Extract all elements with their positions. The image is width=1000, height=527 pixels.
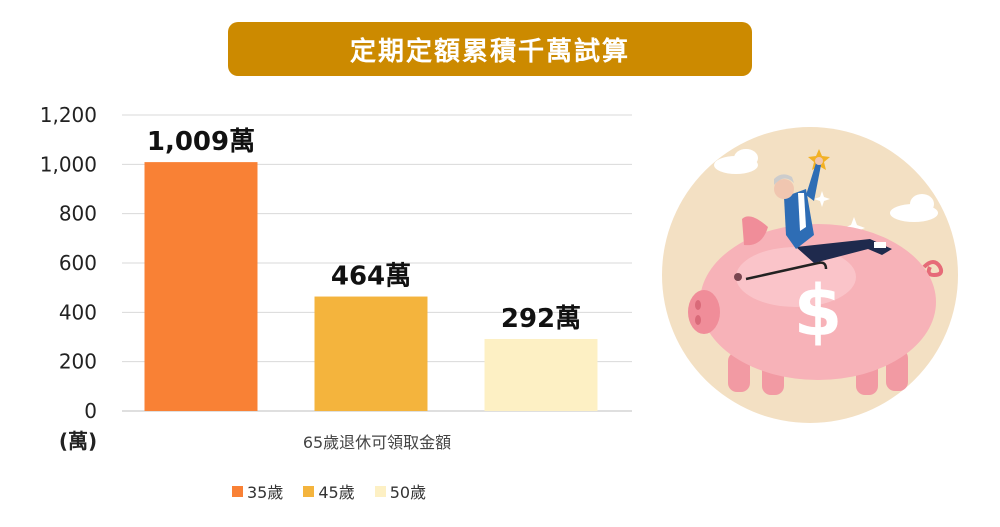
y-tick-label: 200 bbox=[59, 350, 97, 374]
chart-title-banner: 定期定額累積千萬試算 bbox=[228, 22, 752, 76]
y-tick-label: 1,000 bbox=[40, 152, 97, 176]
y-tick-label: 1,200 bbox=[40, 103, 97, 127]
piggy-bank-retirement-icon: $ bbox=[662, 127, 958, 423]
y-tick-label: 0 bbox=[84, 399, 97, 423]
pig-eye bbox=[734, 273, 742, 281]
cane bbox=[745, 261, 828, 281]
legend-label: 35歲 bbox=[247, 483, 284, 502]
cloud-icon bbox=[890, 194, 938, 222]
legend-swatch bbox=[303, 485, 315, 497]
pig-highlight bbox=[736, 247, 856, 307]
cloud-icon bbox=[714, 149, 758, 174]
pig-snout bbox=[688, 290, 720, 334]
x-axis-label: 65歲退休可領取金額 bbox=[303, 433, 451, 452]
bar bbox=[314, 296, 428, 411]
legend-item: 45歲 bbox=[303, 479, 355, 503]
retired-man-icon bbox=[774, 157, 892, 263]
dollar-icon: $ bbox=[794, 270, 843, 352]
legend-label: 50歲 bbox=[389, 483, 427, 502]
legend-swatch bbox=[374, 485, 386, 497]
data-label: 464萬 bbox=[331, 262, 411, 292]
y-tick-label: 600 bbox=[59, 251, 97, 275]
y-tick-label: 400 bbox=[59, 300, 97, 324]
legend-item: 35歲 bbox=[232, 479, 283, 503]
pig-tail bbox=[922, 260, 944, 278]
legend-label: 45歲 bbox=[318, 483, 355, 502]
chart-title: 定期定額累積千萬試算 bbox=[349, 36, 630, 67]
data-label: 292萬 bbox=[501, 304, 581, 334]
y-tick-label: 800 bbox=[59, 202, 97, 226]
bar bbox=[144, 162, 258, 411]
chart-legend: 35歲 45歲 50歲 bbox=[232, 479, 446, 503]
legend-item: 50歲 bbox=[374, 479, 427, 503]
legend-swatch bbox=[232, 485, 243, 497]
data-label: 1,009萬 bbox=[147, 127, 255, 157]
pig-ear bbox=[742, 216, 768, 246]
y-unit-label: (萬) bbox=[59, 429, 97, 453]
bar bbox=[484, 338, 598, 411]
